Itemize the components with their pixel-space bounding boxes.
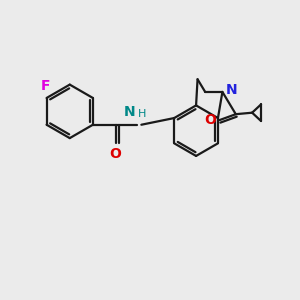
Text: O: O bbox=[204, 113, 216, 127]
Text: N: N bbox=[226, 83, 238, 98]
Text: H: H bbox=[138, 110, 146, 119]
Text: F: F bbox=[40, 79, 50, 93]
Text: N: N bbox=[124, 105, 135, 119]
Text: O: O bbox=[109, 147, 121, 161]
